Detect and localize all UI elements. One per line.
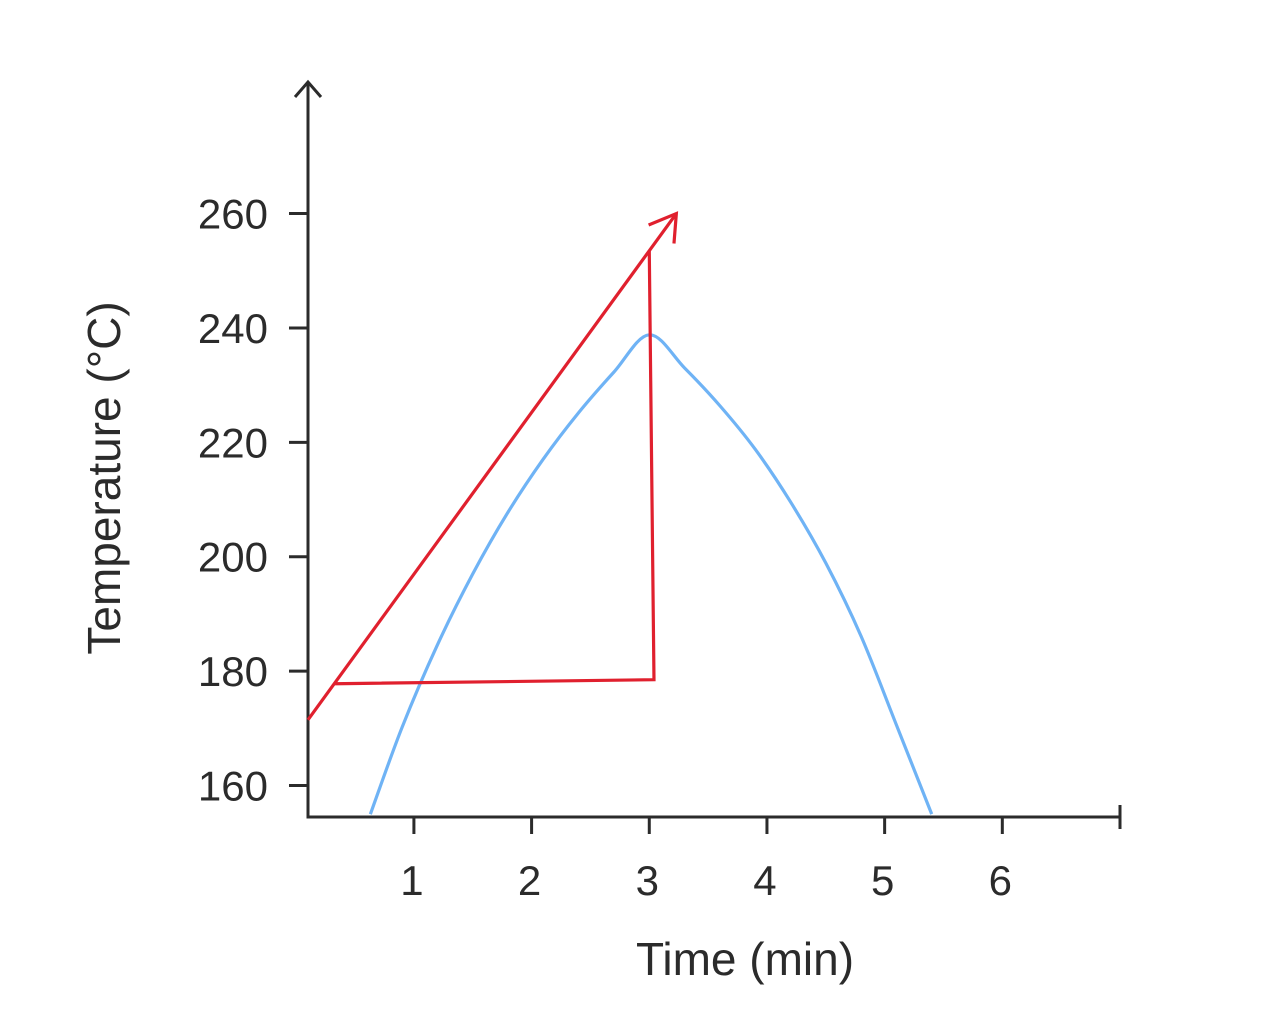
y-tick-label: 160 xyxy=(198,763,268,810)
tangent-line xyxy=(306,212,678,721)
tangent-arrowhead xyxy=(648,211,679,244)
x-tick-label: 6 xyxy=(989,857,1012,904)
x-ticks: 1 2 3 4 5 6 xyxy=(400,817,1012,904)
x-tick-label: 1 xyxy=(400,857,423,904)
x-axis-title: Time (min) xyxy=(636,933,854,985)
y-tick-label: 260 xyxy=(198,191,268,238)
slope-triangle xyxy=(335,250,656,686)
x-tick-label: 5 xyxy=(871,857,894,904)
x-tick-label: 4 xyxy=(753,857,776,904)
y-tick-label: 240 xyxy=(198,305,268,352)
y-ticks: 160 180 200 220 240 260 xyxy=(198,191,308,810)
x-tick-label: 3 xyxy=(636,857,659,904)
y-axis-title: Temperature (°C) xyxy=(78,301,130,654)
y-tick-label: 200 xyxy=(198,534,268,581)
y-tick-label: 220 xyxy=(198,419,268,466)
plot-series xyxy=(306,211,934,815)
axes xyxy=(293,79,1122,829)
y-axis-arrowhead xyxy=(293,79,323,98)
x-tick-label: 2 xyxy=(518,857,541,904)
y-tick-label: 180 xyxy=(198,648,268,695)
